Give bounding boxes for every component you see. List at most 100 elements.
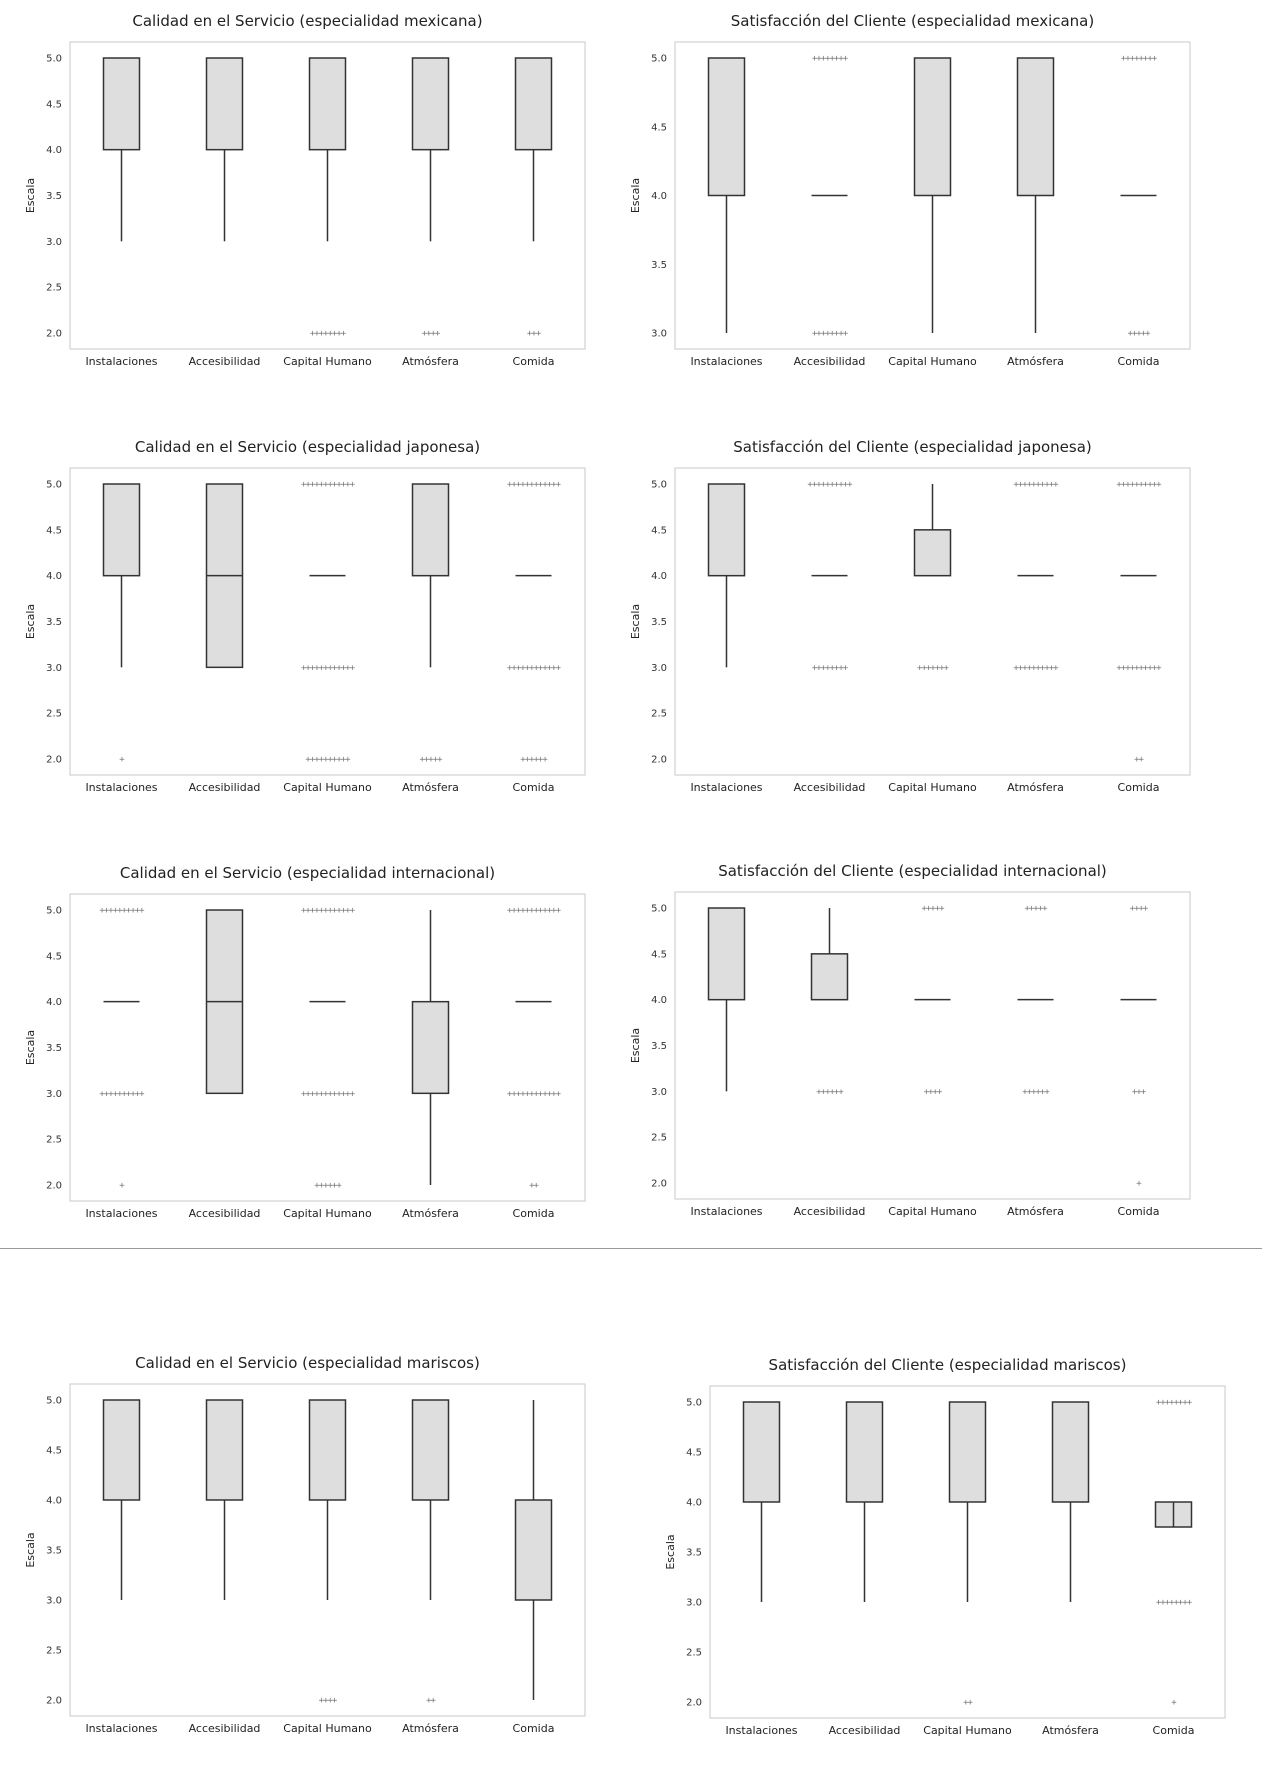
y-tick-label: 2.5 [651, 709, 667, 720]
chart-plot: 5.0 4.5 4.0 3.5 3.0 2.5 2.0 Escala Instalaciones… [629, 467, 1191, 794]
x-category-label: Capital Humano [283, 781, 372, 794]
y-tick-label: 2.0 [651, 755, 667, 766]
outlier-markers: +++++ [1127, 329, 1151, 339]
plot-frame [674, 891, 1191, 1200]
y-axis-label: Escala [24, 1532, 37, 1567]
x-category-label: Accesibilidad [794, 355, 866, 368]
y-tick-label: 3.0 [46, 1596, 62, 1607]
box-atmosfera: ++ [411, 1399, 450, 1706]
iqr-box [707, 483, 746, 577]
chart-panel-satisfaccion-internacional: Satisfacción del Cliente (especialidad i… [625, 862, 1200, 1237]
x-category-label: Atmósfera [402, 781, 459, 794]
box-atmosfera: +++++ [411, 483, 450, 765]
outlier-markers: + [119, 1181, 125, 1191]
outlier-markers: ++++++++++++ [507, 906, 562, 916]
chart-title: Satisfacción del Cliente (especialidad j… [733, 438, 1092, 456]
box-capital-humano: +++++++ [913, 484, 952, 673]
chart-panel-calidad-mariscos: Calidad en el Servicio (especialidad mar… [20, 1354, 595, 1754]
y-tick-label: 3.0 [651, 663, 667, 674]
chart-title: Satisfacción del Cliente (especialidad m… [730, 12, 1095, 30]
y-tick-label: 4.5 [46, 525, 62, 536]
box-capital-humano: +++++++++ [914, 904, 951, 1097]
x-category-label: Instalaciones [690, 355, 762, 368]
x-category-label: Capital Humano [283, 1207, 372, 1220]
y-tick-label: 3.5 [46, 617, 62, 628]
y-tick-label: 3.0 [651, 329, 667, 340]
y-tick-label: 5.0 [686, 1398, 702, 1409]
box-accesibilidad: ++++++++ ++++++++ [811, 54, 850, 339]
iqr-box [707, 907, 746, 1001]
x-category-label: Comida [1118, 355, 1160, 368]
iqr-box [205, 1399, 244, 1501]
y-tick-label: 2.5 [46, 283, 62, 294]
y-tick-label: 5.0 [651, 904, 667, 915]
x-category-label: Atmósfera [1007, 355, 1064, 368]
x-category-label: Capital Humano [888, 355, 977, 368]
y-tick-label: 2.5 [686, 1648, 702, 1659]
iqr-box [411, 1000, 450, 1095]
box-accesibilidad [205, 483, 244, 669]
box-instalaciones [707, 907, 746, 1092]
y-tick-label: 2.5 [46, 709, 62, 720]
y-tick-label: 3.0 [651, 1087, 667, 1098]
box-instalaciones [742, 1401, 781, 1602]
outlier-markers: +++ [1132, 1087, 1147, 1097]
box-comida [514, 1400, 553, 1700]
plot-frame [69, 893, 586, 1202]
box-comida: ++++++++++++++++++++++++++++++ [507, 480, 563, 765]
outlier-markers: ++++++++ [1156, 1398, 1193, 1408]
y-tick-label: 4.5 [651, 949, 667, 960]
outlier-markers: ++++++++++ [99, 1089, 145, 1099]
box-accesibilidad [205, 909, 244, 1095]
y-tick-label: 5.0 [651, 54, 667, 65]
y-axis-label: Escala [629, 1028, 642, 1063]
chart-panel-calidad-mexicana: Calidad en el Servicio (especialidad mex… [20, 12, 595, 387]
outlier-markers: +++++ [921, 904, 945, 914]
x-category-label: Atmósfera [1042, 1724, 1099, 1737]
chart-title: Calidad en el Servicio (especialidad int… [119, 864, 496, 882]
outlier-markers: ++++ [924, 1087, 943, 1097]
chart-title: Calidad en el Servicio (especialidad mar… [135, 1354, 480, 1372]
outlier-markers: + [119, 755, 125, 765]
x-category-label: Instalaciones [725, 1724, 797, 1737]
y-tick-label: 3.5 [46, 1546, 62, 1557]
iqr-box [308, 57, 347, 151]
x-category-label: Comida [513, 1722, 555, 1735]
x-category-label: Atmósfera [1007, 781, 1064, 794]
x-category-label: Comida [513, 1207, 555, 1220]
x-category-label: Capital Humano [888, 781, 977, 794]
outlier-markers: ++++++++++ [99, 906, 145, 916]
y-tick-label: 4.0 [651, 571, 667, 582]
x-category-label: Comida [513, 355, 555, 368]
x-category-label: Accesibilidad [189, 1207, 261, 1220]
box-instalaciones [102, 1399, 141, 1600]
box-atmosfera [1051, 1401, 1090, 1602]
x-category-label: Atmósfera [402, 1722, 459, 1735]
outlier-markers: ++++++++++++ [301, 906, 356, 916]
y-tick-label: 3.5 [651, 617, 667, 628]
x-category-label: Accesibilidad [829, 1724, 901, 1737]
y-tick-label: 4.5 [46, 99, 62, 110]
y-tick-label: 3.5 [46, 1043, 62, 1054]
iqr-box [308, 1399, 347, 1501]
outlier-markers: ++++++++++ [1013, 480, 1059, 490]
box-capital-humano: ++ [948, 1401, 987, 1708]
outlier-markers: ++++++++++++ [507, 663, 562, 673]
outlier-markers: ++++++ [816, 1087, 844, 1097]
outlier-markers: ++++++++ [812, 329, 849, 339]
chart-plot: 5.0 4.5 4.0 3.5 3.0 2.5 2.0 Escala + Instalacione… [24, 467, 586, 794]
iqr-box [411, 483, 450, 577]
chart-plot: 5.04.54.03.53.02.52.0Escala+++++++++++++… [24, 893, 586, 1220]
y-tick-label: 4.0 [46, 145, 62, 156]
outlier-markers: + [1136, 1179, 1142, 1189]
chart-plot: 5.0 4.5 4.0 3.5 3.0 2.5 2.0 Escala Instalaciones… [664, 1385, 1226, 1737]
outlier-markers: ++++++++++ [1116, 663, 1162, 673]
box-accesibilidad [845, 1401, 884, 1602]
box-accesibilidad [205, 57, 244, 242]
section-divider [0, 1248, 1262, 1249]
chart-title: Satisfacción del Cliente (especialidad m… [768, 1356, 1127, 1374]
y-tick-label: 3.5 [46, 191, 62, 202]
iqr-box [913, 529, 952, 577]
y-tick-label: 2.5 [46, 1646, 62, 1657]
outlier-markers: ++++++++++ [1013, 663, 1059, 673]
